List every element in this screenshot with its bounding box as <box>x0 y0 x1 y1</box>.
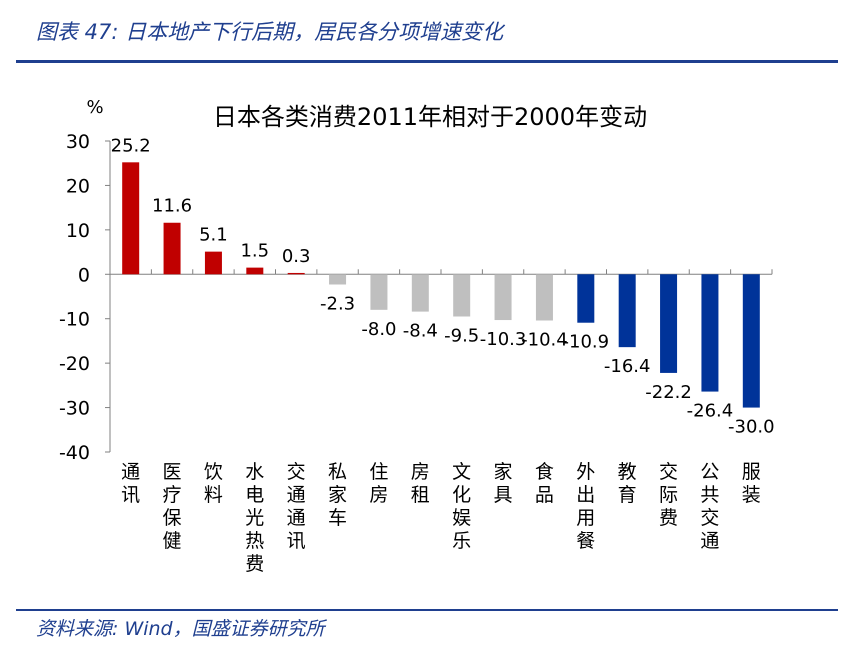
y-tick-label: -30 <box>59 398 90 420</box>
data-label: -26.4 <box>687 401 734 422</box>
category-label: 文化娱乐 <box>452 461 471 552</box>
y-axis-unit-label: % <box>86 97 103 118</box>
category-label: 食品 <box>535 461 554 506</box>
category-label: 服装 <box>742 461 761 506</box>
category-label: 家具 <box>494 461 513 506</box>
bar <box>246 267 264 275</box>
source-note: 资料来源: Wind，国盛证券研究所 <box>36 618 325 640</box>
bar <box>701 274 719 392</box>
top-divider <box>16 60 838 63</box>
data-label: 0.3 <box>282 246 311 267</box>
data-label: -10.9 <box>563 332 610 353</box>
data-label: 5.1 <box>199 225 228 246</box>
y-tick-label: 30 <box>66 131 90 153</box>
category-label: 交际费 <box>659 461 678 529</box>
bar <box>742 274 760 408</box>
data-label: 25.2 <box>111 135 151 156</box>
bar <box>163 222 181 275</box>
category-label: 水电光热费 <box>245 461 264 575</box>
data-label: 11.6 <box>152 196 192 217</box>
chart-title: 日本各类消费2011年相对于2000年变动 <box>213 103 647 131</box>
data-label: -2.3 <box>320 294 355 315</box>
category-label: 通讯 <box>121 461 140 506</box>
bar <box>204 251 222 275</box>
category-label: 饮料 <box>204 461 223 506</box>
category-label: 交通通讯 <box>287 461 306 552</box>
bar <box>535 274 553 321</box>
bars-group <box>122 162 760 408</box>
category-label: 住房 <box>369 461 388 506</box>
y-tick-label: -40 <box>59 442 90 464</box>
data-label: -9.5 <box>444 325 479 346</box>
bar <box>494 274 512 321</box>
data-labels-group: 25.211.65.11.5 0.3-2.3-8.0 -8.4 -9.5 -10.3-1… <box>111 135 775 437</box>
bar <box>577 274 595 323</box>
bar <box>329 274 347 285</box>
data-label: -10.3 <box>480 329 527 350</box>
category-label: 房租 <box>411 461 430 506</box>
bar <box>618 274 636 348</box>
data-label: -10.4 <box>521 329 568 350</box>
bar <box>287 272 305 275</box>
category-label: 外出用餐 <box>576 461 595 552</box>
data-label: -8.4 <box>403 321 438 342</box>
bar <box>660 274 678 373</box>
y-tick-label: 10 <box>66 220 90 242</box>
data-label: -30.0 <box>728 417 775 438</box>
bar <box>122 162 140 275</box>
data-label: -22.2 <box>645 382 692 403</box>
category-label: 医疗保健 <box>163 461 182 552</box>
bar <box>453 274 471 317</box>
data-label: -16.4 <box>604 356 651 377</box>
data-label: 1.5 <box>240 241 269 262</box>
figure-title: 图表 47: 日本地产下行后期，居民各分项增速变化 <box>36 20 504 44</box>
y-tick-label: -20 <box>59 353 90 375</box>
bar <box>370 274 388 310</box>
bar <box>411 274 429 312</box>
category-label: 私家车 <box>328 461 347 529</box>
category-label: 公共交通 <box>700 461 719 552</box>
category-label: 教育 <box>618 461 637 506</box>
y-axis: 30 20 10 0 -10 -20 -30 -40 <box>59 131 111 464</box>
y-tick-label: 20 <box>66 175 90 197</box>
bottom-divider <box>16 609 838 611</box>
y-tick-label: 0 <box>78 264 90 286</box>
data-label: -8.0 <box>361 319 396 340</box>
bar-chart: 日本各类消费2011年相对于2000年变动 % 30 20 10 0 -10 -20 -30… <box>59 97 775 575</box>
y-tick-label: -10 <box>59 309 90 331</box>
